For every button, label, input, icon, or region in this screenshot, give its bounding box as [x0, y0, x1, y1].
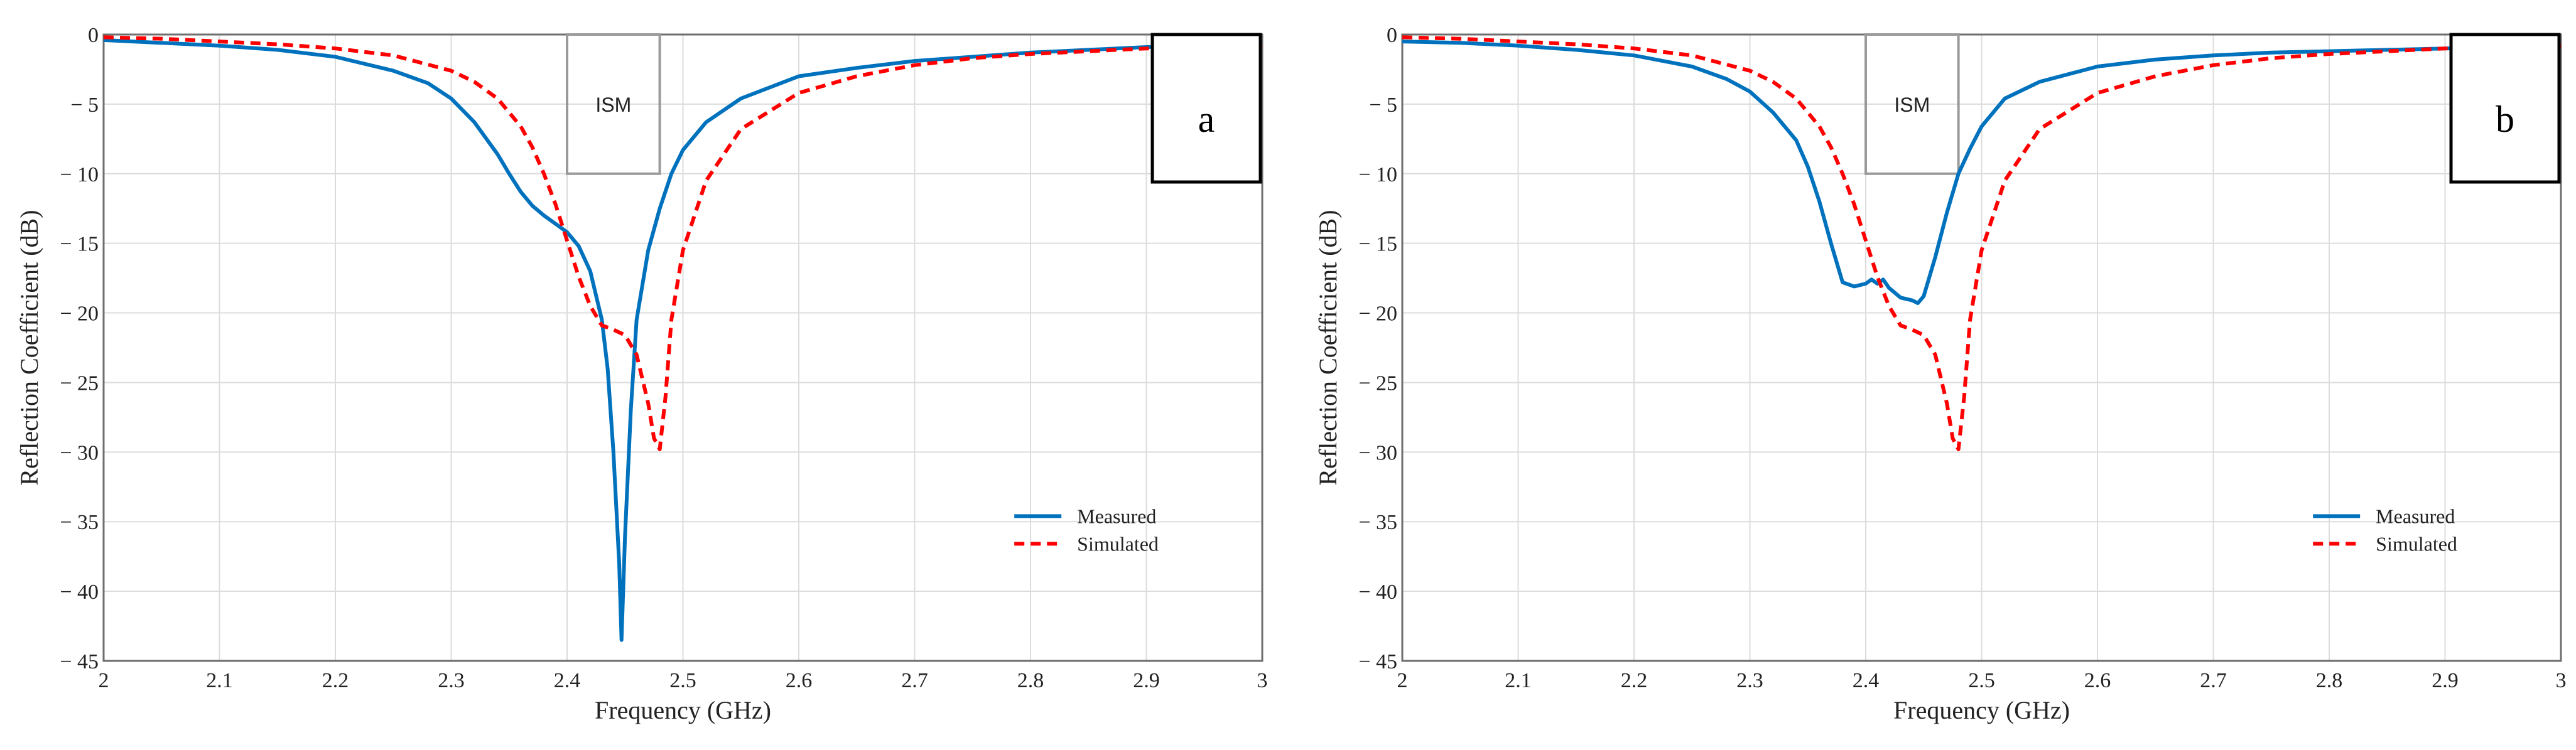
x-tick-label: 2.9 — [2432, 669, 2459, 692]
y-tick-label: − 45 — [60, 650, 99, 673]
ism-band: ISM — [1864, 33, 1960, 175]
x-tick-label: 2.1 — [1505, 669, 1532, 692]
x-tick-label: 2.3 — [438, 669, 465, 692]
grid-layer — [103, 34, 1263, 662]
y-tick-label: − 20 — [1358, 303, 1397, 326]
ism-box — [1864, 33, 1960, 175]
x-tick-label: 2.6 — [786, 669, 813, 692]
x-tick-label: 2.5 — [669, 669, 696, 692]
series-line-measured — [103, 38, 1263, 642]
x-tick-label: 3 — [2556, 669, 2567, 692]
plot-frame — [1401, 33, 2562, 662]
y-tick-label: 0 — [88, 24, 99, 47]
ism-label: ISM — [1894, 94, 1930, 116]
y-axis-title: Reflection Coefficient (dB) — [15, 210, 43, 485]
x-tick-label: 2.8 — [1017, 669, 1044, 692]
y-tick-label: − 10 — [1358, 163, 1397, 186]
legend: Measured Simulated — [2313, 505, 2457, 555]
x-tick-label: 2.9 — [1133, 669, 1160, 692]
panel-label-frame — [1150, 33, 1262, 184]
legend-label-measured: Measured — [1077, 505, 1156, 527]
y-tick-label: − 25 — [60, 372, 99, 395]
y-tick-label: − 35 — [1358, 511, 1397, 534]
y-tick-label: − 5 — [70, 94, 99, 117]
x-tick-label: 2.4 — [554, 669, 581, 692]
y-axis-title: Reflection Coefficient (dB) — [1314, 210, 1342, 485]
y-tick-label: − 35 — [60, 511, 99, 534]
y-tick-label: − 15 — [1358, 233, 1397, 256]
chart-panel-a: 2 2.1 2.2 2.3 2.4 2.5 2.6 2.7 2.8 2.9 3 0 − 5 − 10 − … — [15, 24, 1268, 724]
x-tick-label: 2.8 — [2316, 669, 2343, 692]
series-line-measured — [1402, 40, 2562, 305]
x-tick-label: 2.6 — [2084, 669, 2111, 692]
series-line-simulated — [103, 35, 1263, 451]
y-tick-label: 0 — [1387, 24, 1397, 47]
x-tick-label: 2 — [1397, 669, 1408, 692]
legend: Measured Simulated — [1014, 505, 1159, 555]
x-tick-label: 3 — [1257, 669, 1268, 692]
y-tick-label: − 10 — [60, 163, 99, 186]
x-axis-title: Frequency (GHz) — [1893, 696, 2070, 724]
x-tick-label: 2.5 — [1968, 669, 1995, 692]
x-tick-label: 2.3 — [1736, 669, 1763, 692]
panel-label: a — [1198, 99, 1215, 140]
chart-panel-b: 2 2.1 2.2 2.3 2.4 2.5 2.6 2.7 2.8 2.9 3 0 − 5 − 10 − … — [1314, 24, 2567, 724]
y-tick-label: − 15 — [60, 233, 99, 256]
panel-label-box: b — [2449, 33, 2561, 184]
plot-frame — [102, 33, 1264, 662]
series-layer — [1402, 35, 2562, 451]
legend-label-simulated: Simulated — [2376, 532, 2457, 555]
ism-box — [566, 33, 661, 175]
x-tick-label: 2.7 — [901, 669, 928, 692]
y-tick-label: − 45 — [1358, 650, 1397, 673]
y-tick-layer: 0 − 5 − 10 − 15 − 20 − 25 − 30 − 35 − 40 − 45 — [1358, 24, 1397, 673]
x-tick-label: 2.2 — [322, 669, 349, 692]
x-tick-layer: 2 2.1 2.2 2.3 2.4 2.5 2.6 2.7 2.8 2.9 3 — [1397, 669, 2567, 692]
y-tick-label: − 30 — [1358, 441, 1397, 464]
x-tick-label: 2.2 — [1621, 669, 1648, 692]
x-tick-label: 2.4 — [1853, 669, 1880, 692]
panel-label-frame — [2449, 33, 2561, 184]
series-line-simulated — [1402, 35, 2562, 451]
y-tick-label: − 25 — [1358, 372, 1397, 395]
y-tick-label: − 30 — [60, 441, 99, 464]
legend-label-measured: Measured — [2376, 505, 2455, 527]
ism-label: ISM — [595, 94, 631, 116]
x-tick-label: 2.1 — [206, 669, 233, 692]
legend-label-simulated: Simulated — [1077, 532, 1159, 555]
panel-label: b — [2496, 99, 2514, 140]
x-tick-label: 2 — [99, 669, 109, 692]
y-tick-label: − 5 — [1369, 94, 1397, 117]
x-axis-title: Frequency (GHz) — [595, 696, 771, 724]
x-tick-label: 2.7 — [2200, 669, 2227, 692]
y-tick-label: − 40 — [1358, 581, 1397, 604]
panel-label-box: a — [1150, 33, 1262, 184]
series-layer — [103, 35, 1263, 642]
x-tick-layer: 2 2.1 2.2 2.3 2.4 2.5 2.6 2.7 2.8 2.9 3 — [99, 669, 1268, 692]
ism-band: ISM — [566, 33, 661, 175]
y-tick-layer: 0 − 5 − 10 − 15 − 20 − 25 − 30 − 35 − 40 − 45 — [60, 24, 99, 673]
y-tick-label: − 20 — [60, 303, 99, 326]
y-tick-label: − 40 — [60, 581, 99, 604]
